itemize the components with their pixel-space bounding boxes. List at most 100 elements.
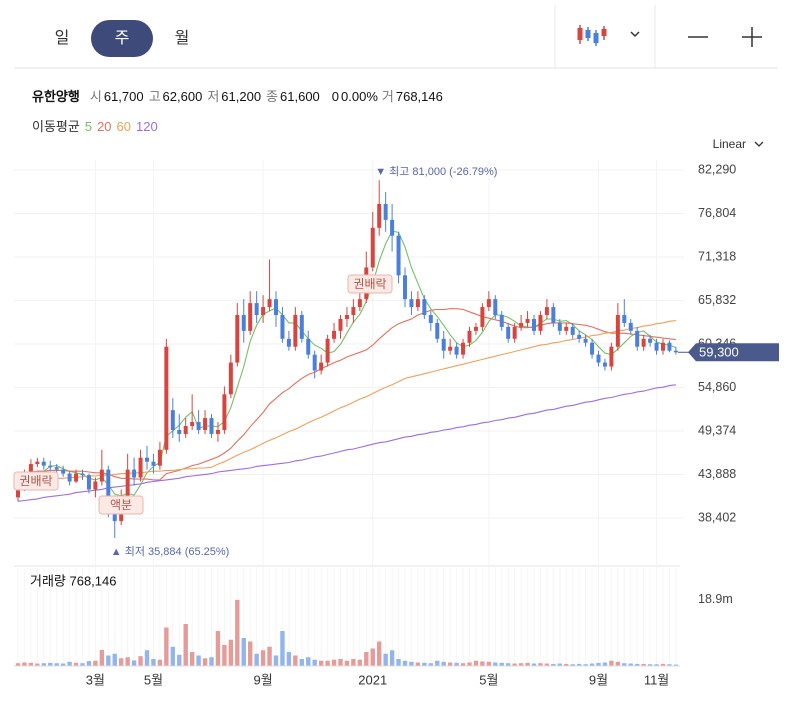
volume-bar xyxy=(28,662,34,666)
candle-body xyxy=(661,342,665,351)
volume-bar xyxy=(144,650,150,666)
scale-mode[interactable]: Linear xyxy=(713,137,746,151)
volume-bar xyxy=(422,662,427,666)
candle-body xyxy=(293,315,298,347)
volume-bar xyxy=(622,663,627,666)
candle-body xyxy=(274,299,278,316)
volume-bar xyxy=(441,661,446,666)
volume-bar xyxy=(235,599,240,666)
candle-body xyxy=(564,326,569,331)
candle-body xyxy=(370,227,375,268)
volume-bar xyxy=(54,663,59,666)
candle-body xyxy=(54,467,59,470)
volume-bar xyxy=(293,655,298,666)
volume-bar xyxy=(635,663,640,666)
field-label: 시 xyxy=(90,89,102,104)
candle-body xyxy=(609,346,614,367)
volume-bar xyxy=(99,649,105,666)
y-tick-label: 82,290 xyxy=(698,162,736,176)
candle-body xyxy=(138,457,143,478)
period-tab[interactable]: 주 xyxy=(115,30,130,47)
volume-bar xyxy=(531,663,537,666)
volume-bar xyxy=(196,655,201,666)
volume-bar xyxy=(338,659,343,666)
period-tab[interactable]: 월 xyxy=(175,29,190,47)
volume-bar xyxy=(447,662,453,666)
volume-bar xyxy=(493,662,498,666)
candle-body xyxy=(448,346,453,351)
volume-label: 거 xyxy=(382,89,394,104)
candle-body xyxy=(583,338,588,343)
price-tag xyxy=(688,343,779,362)
volume-bar xyxy=(41,663,46,666)
candle-body xyxy=(486,299,491,308)
candle-body xyxy=(286,338,291,347)
candle-body xyxy=(506,326,511,339)
volume-bar xyxy=(499,662,504,666)
moving-average-line xyxy=(17,230,677,497)
legend-title: 이동평균 xyxy=(32,119,80,134)
high-annotation: ▼ 최고 81,000 (-26.79%) xyxy=(375,165,497,178)
candle-body xyxy=(106,469,111,510)
stock-info: 유한양행 시 61,700 고 62,600 저 61,200 종 61,600 0 0.00% 거 7… xyxy=(32,89,443,104)
volume-bar xyxy=(660,663,666,666)
x-tick-label: 5월 xyxy=(479,672,498,687)
volume-bar xyxy=(460,663,466,666)
volume-bar xyxy=(164,627,169,666)
candle-body xyxy=(454,346,459,355)
active-tab-pill[interactable] xyxy=(91,20,153,57)
candle-body xyxy=(467,330,472,343)
volume-bar xyxy=(602,662,608,666)
scale-chevron[interactable] xyxy=(754,141,764,147)
legend-entry: 60 xyxy=(117,119,131,134)
legend-entry: 120 xyxy=(136,119,158,134)
volume-bar xyxy=(370,648,375,666)
volume-bar xyxy=(273,655,279,666)
dropdown-chevron[interactable] xyxy=(630,31,640,38)
legend-entry: 20 xyxy=(97,119,111,134)
candle-body xyxy=(428,315,433,323)
volume-bar xyxy=(428,663,433,666)
event-badge xyxy=(13,471,59,491)
volume-bar xyxy=(480,661,485,666)
volume-bar xyxy=(583,664,588,666)
candle-body xyxy=(209,418,214,434)
volume-bar xyxy=(654,664,659,666)
candle-body xyxy=(228,362,233,395)
chart-style-icon[interactable] xyxy=(577,25,607,46)
volume-bar xyxy=(60,663,66,666)
zoom-in[interactable] xyxy=(742,27,762,47)
x-tick-label: 3월 xyxy=(86,672,105,687)
candle-body xyxy=(190,422,195,427)
candle-body xyxy=(622,315,627,323)
period-tab[interactable]: 일 xyxy=(55,29,70,47)
field-label: 고 xyxy=(149,89,161,104)
candle-body xyxy=(306,338,311,355)
candle-body xyxy=(570,326,575,335)
volume-bar xyxy=(512,663,517,666)
volume-bar xyxy=(467,662,472,666)
volume-bar xyxy=(596,662,601,666)
candle-body xyxy=(99,469,104,482)
volume-bar xyxy=(177,654,182,666)
change: 0 xyxy=(332,89,339,104)
price-tag-label: 59,300 xyxy=(699,345,739,360)
candle-body xyxy=(222,394,227,430)
volume-bar xyxy=(106,655,111,666)
candle-body xyxy=(473,326,478,331)
candle-body xyxy=(35,461,40,465)
candle-body xyxy=(512,326,517,339)
candle-body xyxy=(235,315,240,363)
volume-bar xyxy=(344,660,350,666)
candle-body xyxy=(525,318,530,323)
y-tick-label: 54,860 xyxy=(698,380,736,394)
x-tick-label: 9월 xyxy=(589,672,608,687)
volume-bar xyxy=(673,664,679,666)
event-badge xyxy=(347,274,393,294)
candle-body xyxy=(177,429,182,434)
volume-bar xyxy=(506,663,511,666)
candle-body xyxy=(551,307,556,323)
candle-body xyxy=(215,429,220,434)
volume-bar xyxy=(377,641,382,666)
volume-bar xyxy=(157,659,163,666)
